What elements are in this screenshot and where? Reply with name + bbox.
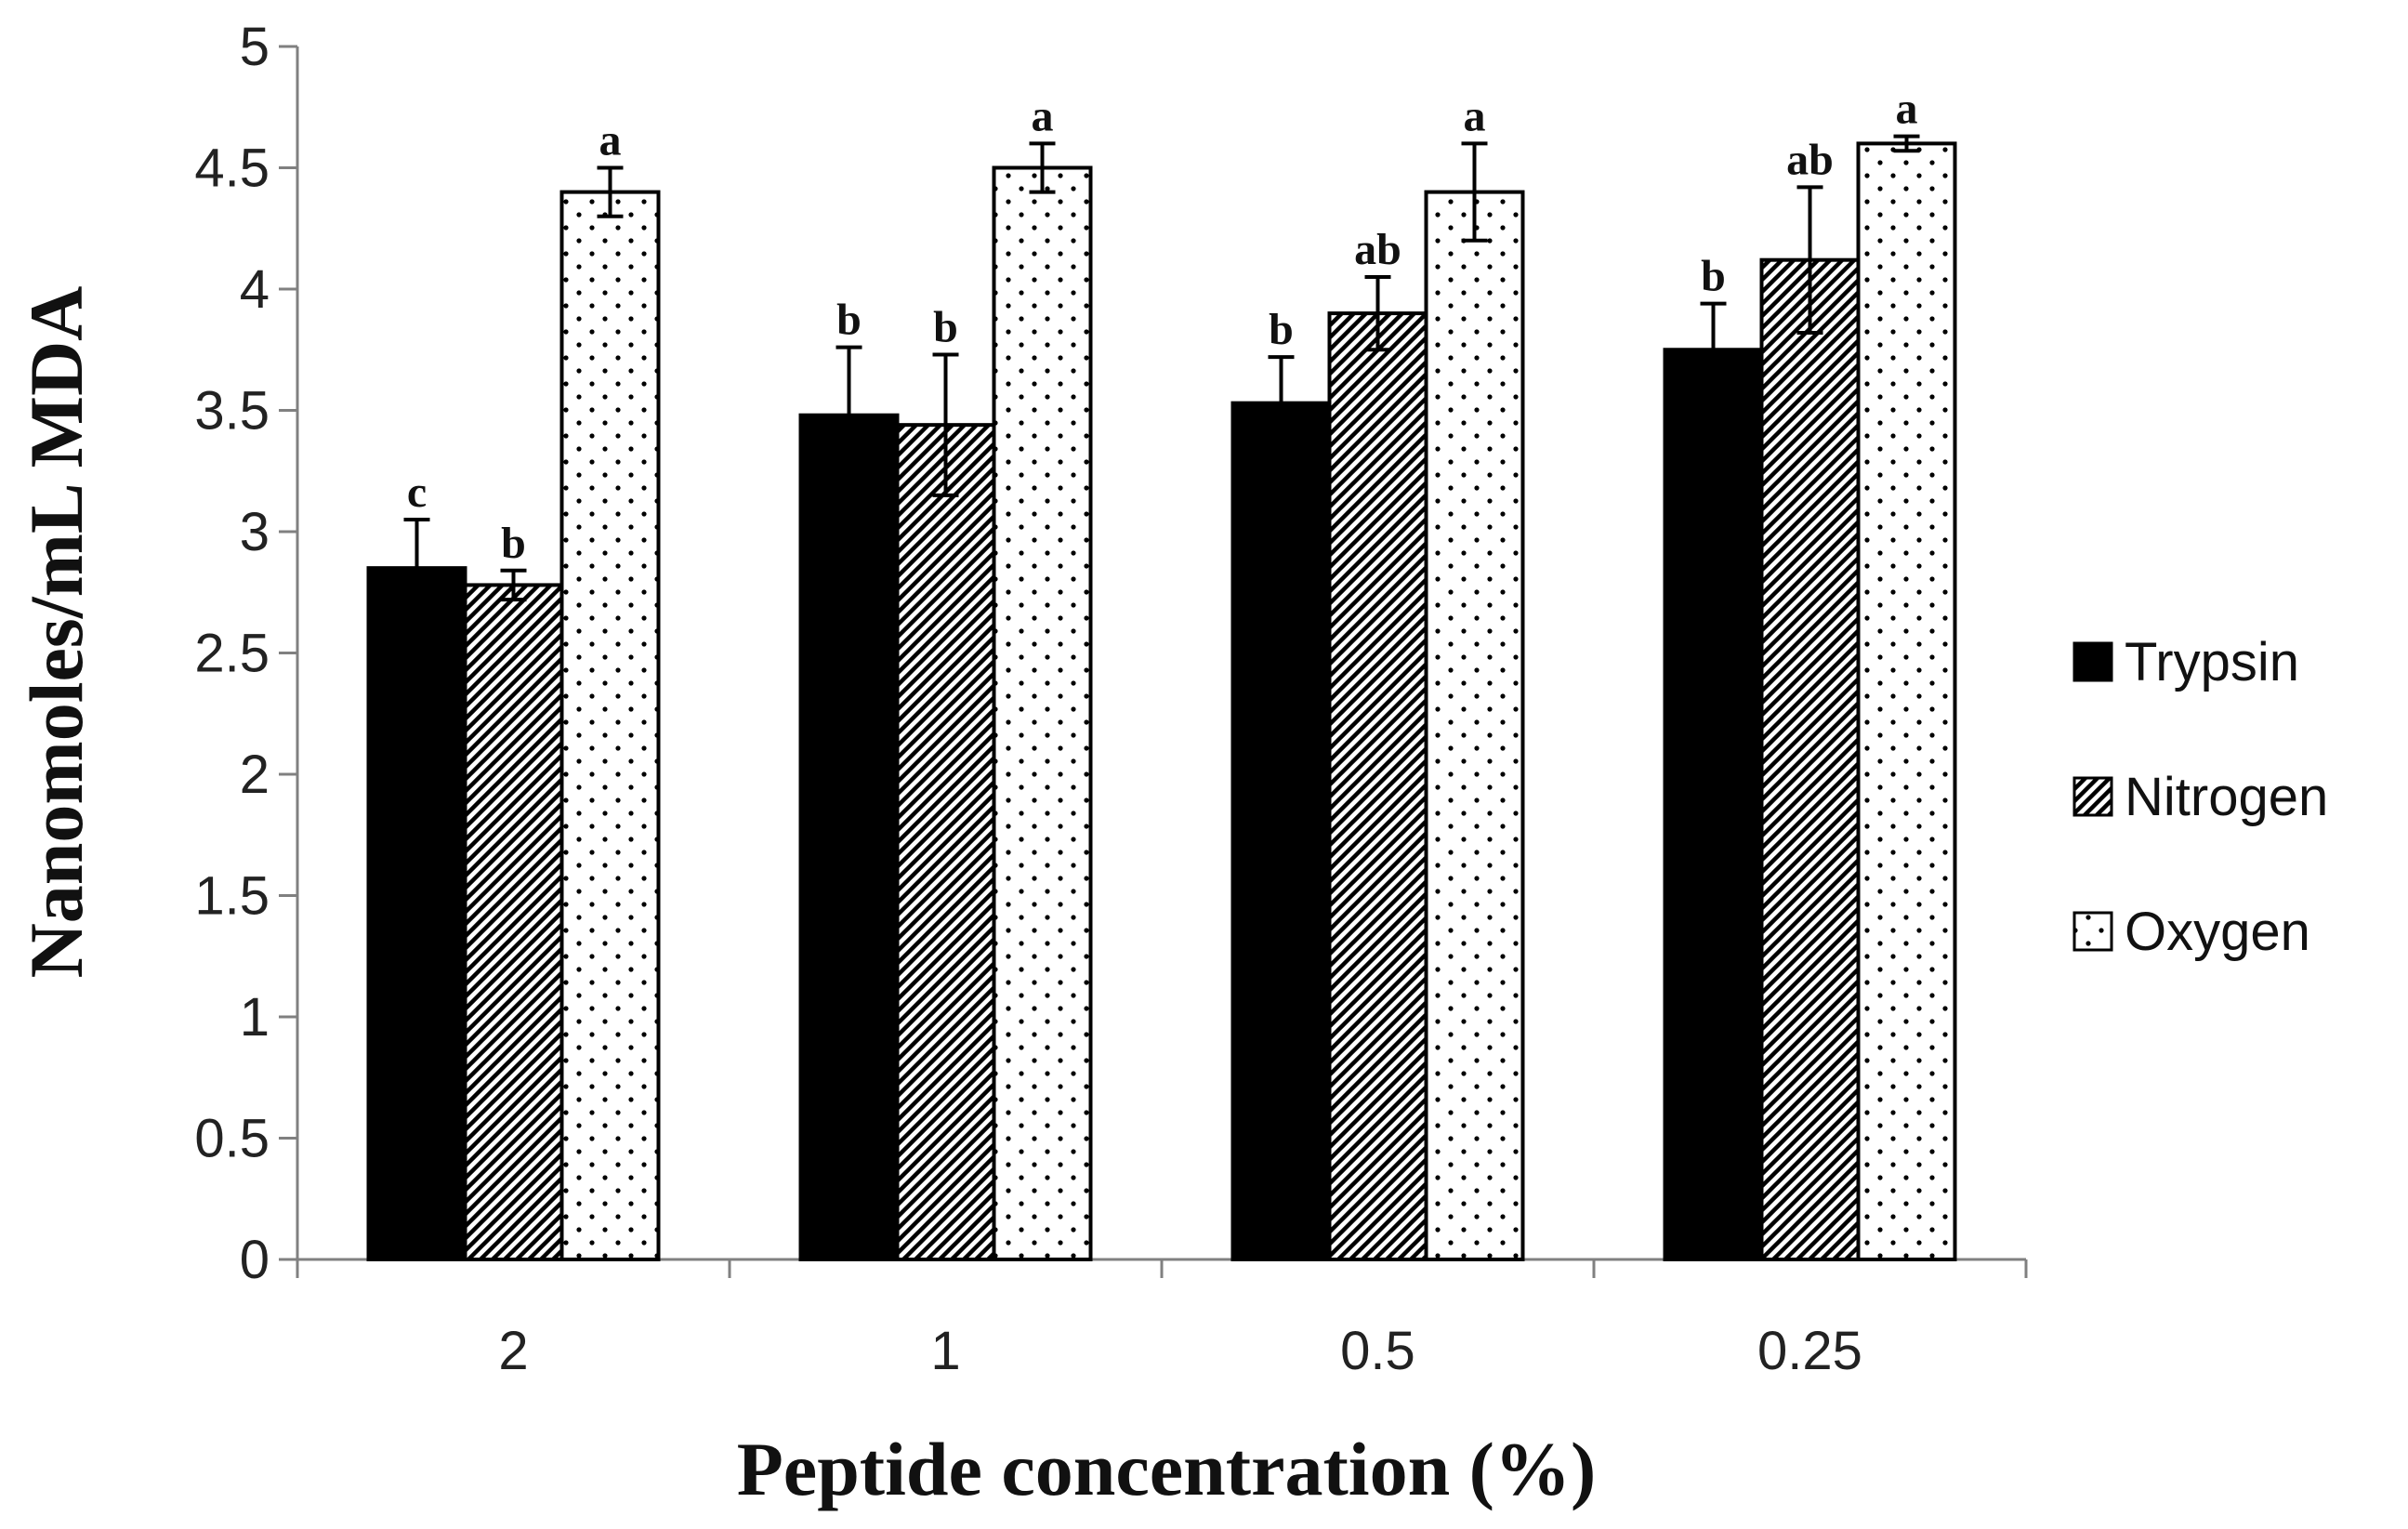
significance-label: ab (1786, 135, 1834, 184)
legend-label-oxygen: Oxygen (2125, 902, 2310, 962)
y-tick-label: 2.5 (194, 624, 270, 684)
x-tick-label: 2 (498, 1321, 528, 1381)
y-axis-title: Nanomoles/mL MDA (14, 286, 99, 979)
y-tick-label: 4.5 (194, 138, 270, 199)
legend-label-trypsin: Trypsin (2125, 632, 2299, 692)
y-tick-label: 5 (240, 17, 270, 77)
significance-label: c (407, 468, 427, 517)
significance-label: a (599, 116, 622, 165)
bar-nitrogen (895, 423, 996, 1262)
legend-swatch-trypsin (2072, 641, 2113, 682)
y-tick-label: 1 (240, 987, 270, 1048)
bar-oxygen (1856, 141, 1957, 1261)
legend-swatch-nitrogen (2072, 776, 2113, 817)
significance-label: a (1032, 91, 1054, 140)
y-tick-label: 4 (240, 259, 270, 320)
bar-nitrogen (1759, 257, 1861, 1261)
x-tick-label: 0.25 (1757, 1321, 1862, 1381)
y-tick-label: 0.5 (194, 1109, 270, 1169)
y-tick-label: 3 (240, 502, 270, 562)
bar-trypsin (798, 413, 900, 1262)
y-tick-label: 1.5 (194, 866, 270, 927)
legend: Trypsin Nitrogen Oxygen (2072, 632, 2328, 962)
bar-oxygen (1424, 190, 1525, 1262)
significance-label: b (933, 302, 958, 351)
significance-label: a (1896, 85, 1918, 134)
x-tick-label: 0.5 (1340, 1321, 1415, 1381)
significance-label: ab (1354, 225, 1401, 274)
x-axis: 2 1 0.5 0.25 (296, 1258, 2028, 1381)
bar-trypsin (1230, 401, 1332, 1262)
x-axis-title: Peptide concentration (%) (737, 1427, 1597, 1511)
y-tick-label: 2 (240, 745, 270, 805)
significance-label: b (836, 296, 862, 345)
bar-nitrogen (1327, 311, 1428, 1262)
bar-nitrogen (463, 583, 564, 1261)
y-axis: 0 0.5 1 1.5 2 2.5 3 3.5 4 4.5 5 (194, 17, 299, 1290)
bar-oxygen (992, 165, 1093, 1261)
significance-label: b (1701, 252, 1726, 301)
significance-label: b (1269, 305, 1294, 354)
bar-trypsin (1663, 348, 1764, 1261)
legend-swatch-oxygen (2072, 911, 2113, 952)
significance-label: a (1464, 91, 1486, 140)
x-tick-label: 1 (930, 1321, 960, 1381)
y-tick-label: 0 (240, 1230, 270, 1290)
significance-label: b (501, 519, 526, 568)
y-tick-label: 3.5 (194, 381, 270, 442)
bar-trypsin (366, 566, 467, 1261)
bar-oxygen (559, 190, 661, 1262)
legend-label-nitrogen: Nitrogen (2125, 767, 2328, 827)
